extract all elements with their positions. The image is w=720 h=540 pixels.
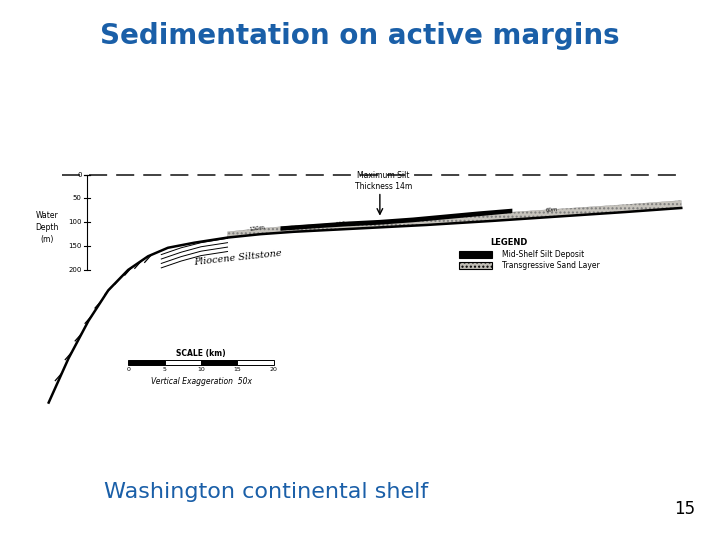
Text: 20: 20 [270, 367, 278, 372]
Text: 10: 10 [197, 367, 205, 372]
Text: 0: 0 [126, 367, 130, 372]
Bar [238, 360, 274, 365]
Text: Mid-Shelf Silt Deposit: Mid-Shelf Silt Deposit [503, 249, 585, 259]
Text: 60m: 60m [546, 207, 559, 213]
Text: LEGEND: LEGEND [490, 238, 528, 247]
Text: Vertical Exaggeration  50x: Vertical Exaggeration 50x [150, 377, 251, 386]
Text: 0: 0 [77, 172, 82, 178]
Text: Washington continental shelf: Washington continental shelf [104, 482, 428, 502]
Text: 5: 5 [163, 367, 166, 372]
Text: Pliocene Siltstone: Pliocene Siltstone [193, 249, 282, 267]
Bar [165, 360, 201, 365]
Text: 100: 100 [68, 219, 82, 225]
Text: SCALE (km): SCALE (km) [176, 349, 226, 357]
Bar [201, 360, 238, 365]
Text: 100m: 100m [336, 221, 351, 227]
Bar [459, 262, 492, 269]
Text: Maximum Silt
Thickness 14m: Maximum Silt Thickness 14m [354, 171, 412, 191]
Text: 15: 15 [674, 501, 695, 518]
Text: 130m: 130m [249, 225, 266, 232]
Bar [128, 360, 165, 365]
Text: Sedimentation on active margins: Sedimentation on active margins [100, 22, 620, 50]
Text: Transgressive Sand Layer: Transgressive Sand Layer [503, 261, 600, 270]
Text: Water
Depth
(m): Water Depth (m) [36, 211, 59, 244]
Text: 200: 200 [68, 267, 82, 273]
Text: 15: 15 [233, 367, 241, 372]
Bar [459, 251, 492, 258]
Text: 150: 150 [68, 243, 82, 249]
Text: 50: 50 [73, 195, 82, 201]
